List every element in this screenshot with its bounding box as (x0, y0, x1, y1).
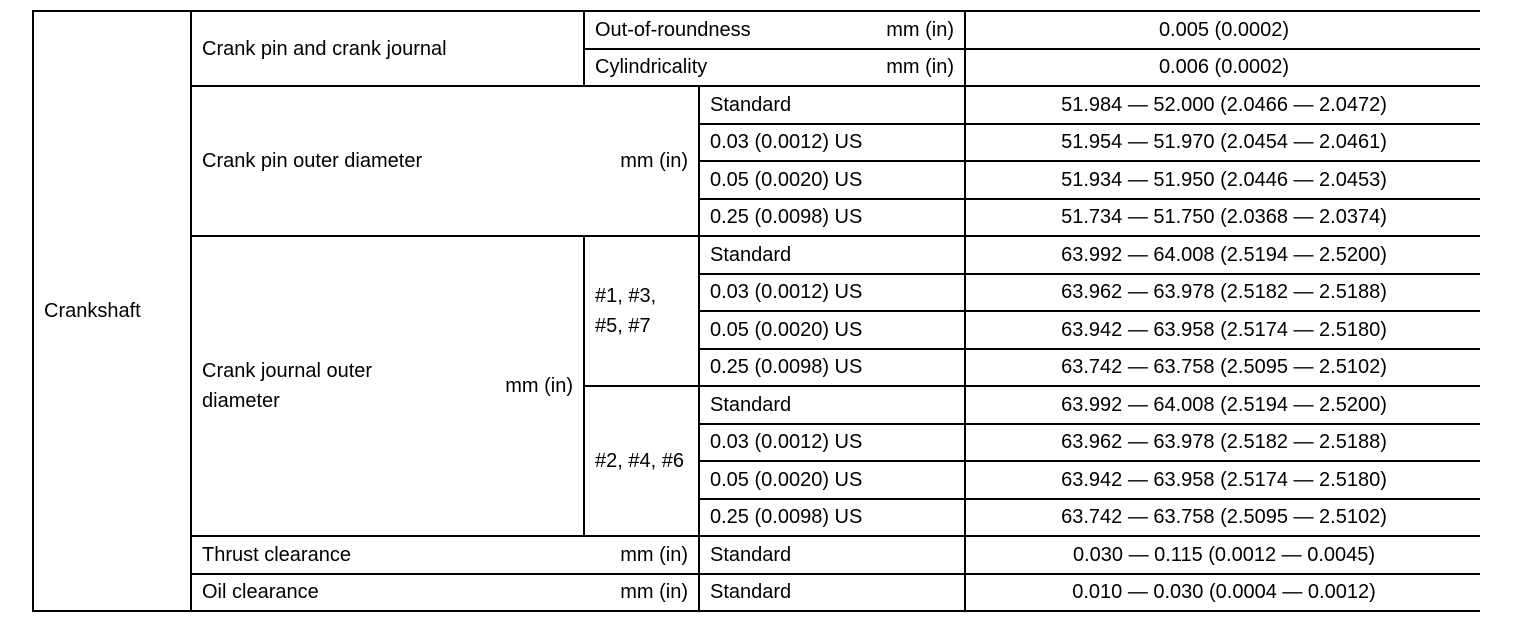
grade-label: 0.05 (0.0020) US (700, 312, 964, 348)
crank-pin-journal-label: Crank pin and crank journal (192, 12, 583, 85)
grade-label: 0.25 (0.0098) US (700, 199, 964, 235)
out-of-roundness-value: 0.005 (0.0002) (966, 12, 1482, 48)
grade-label: Standard (700, 87, 964, 123)
crank-journal-od-label: Crank journal outer diameter mm (in) (192, 237, 583, 535)
cylindricality-value: 0.006 (0.0002) (966, 49, 1482, 85)
grade-label: Standard (700, 537, 964, 573)
out-of-roundness-label: Out-of-roundness mm (in) (585, 12, 964, 48)
cylindricality-label: Cylindricality mm (in) (585, 49, 964, 85)
journal-group-label: #2, #4, #6 (585, 387, 698, 535)
grade-label: 0.03 (0.0012) US (700, 424, 964, 460)
section-label: Crankshaft (34, 12, 190, 610)
spec-value: 63.992 — 64.008 (2.5194 — 2.5200) (966, 237, 1482, 273)
spec-value: 51.984 — 52.000 (2.0466 — 2.0472) (966, 87, 1482, 123)
grade-label: Standard (700, 574, 964, 610)
thrust-clearance-value: 0.030 — 0.115 (0.0012 — 0.0045) (966, 537, 1482, 573)
spec-value: 51.934 — 51.950 (2.0446 — 2.0453) (966, 162, 1482, 198)
grade-label: 0.03 (0.0012) US (700, 124, 964, 160)
thrust-clearance-label: Thrust clearance mm (in) (192, 537, 698, 573)
grade-label: Standard (700, 387, 964, 423)
spec-value: 63.742 — 63.758 (2.5095 — 2.5102) (966, 499, 1482, 535)
grade-label: 0.25 (0.0098) US (700, 349, 964, 385)
spec-value: 63.942 — 63.958 (2.5174 — 2.5180) (966, 312, 1482, 348)
grade-label: 0.05 (0.0020) US (700, 162, 964, 198)
grade-label: 0.03 (0.0012) US (700, 274, 964, 310)
spec-value: 63.942 — 63.958 (2.5174 — 2.5180) (966, 462, 1482, 498)
grade-label: 0.05 (0.0020) US (700, 462, 964, 498)
spec-value: 51.954 — 51.970 (2.0454 — 2.0461) (966, 124, 1482, 160)
grade-label: 0.25 (0.0098) US (700, 499, 964, 535)
spec-value: 63.962 — 63.978 (2.5182 — 2.5188) (966, 274, 1482, 310)
spec-value: 63.992 — 64.008 (2.5194 — 2.5200) (966, 387, 1482, 423)
grade-label: Standard (700, 237, 964, 273)
crankshaft-spec-table: Crankshaft Crank pin and crank journal O… (32, 10, 1482, 612)
journal-group-label: #1, #3, #5, #7 (585, 237, 698, 385)
spec-value: 63.962 — 63.978 (2.5182 — 2.5188) (966, 424, 1482, 460)
spec-value: 63.742 — 63.758 (2.5095 — 2.5102) (966, 349, 1482, 385)
crank-pin-od-label: Crank pin outer diameter mm (in) (192, 87, 698, 235)
spec-value: 51.734 — 51.750 (2.0368 — 2.0374) (966, 199, 1482, 235)
oil-clearance-value: 0.010 — 0.030 (0.0004 — 0.0012) (966, 574, 1482, 610)
oil-clearance-label: Oil clearance mm (in) (192, 574, 698, 610)
